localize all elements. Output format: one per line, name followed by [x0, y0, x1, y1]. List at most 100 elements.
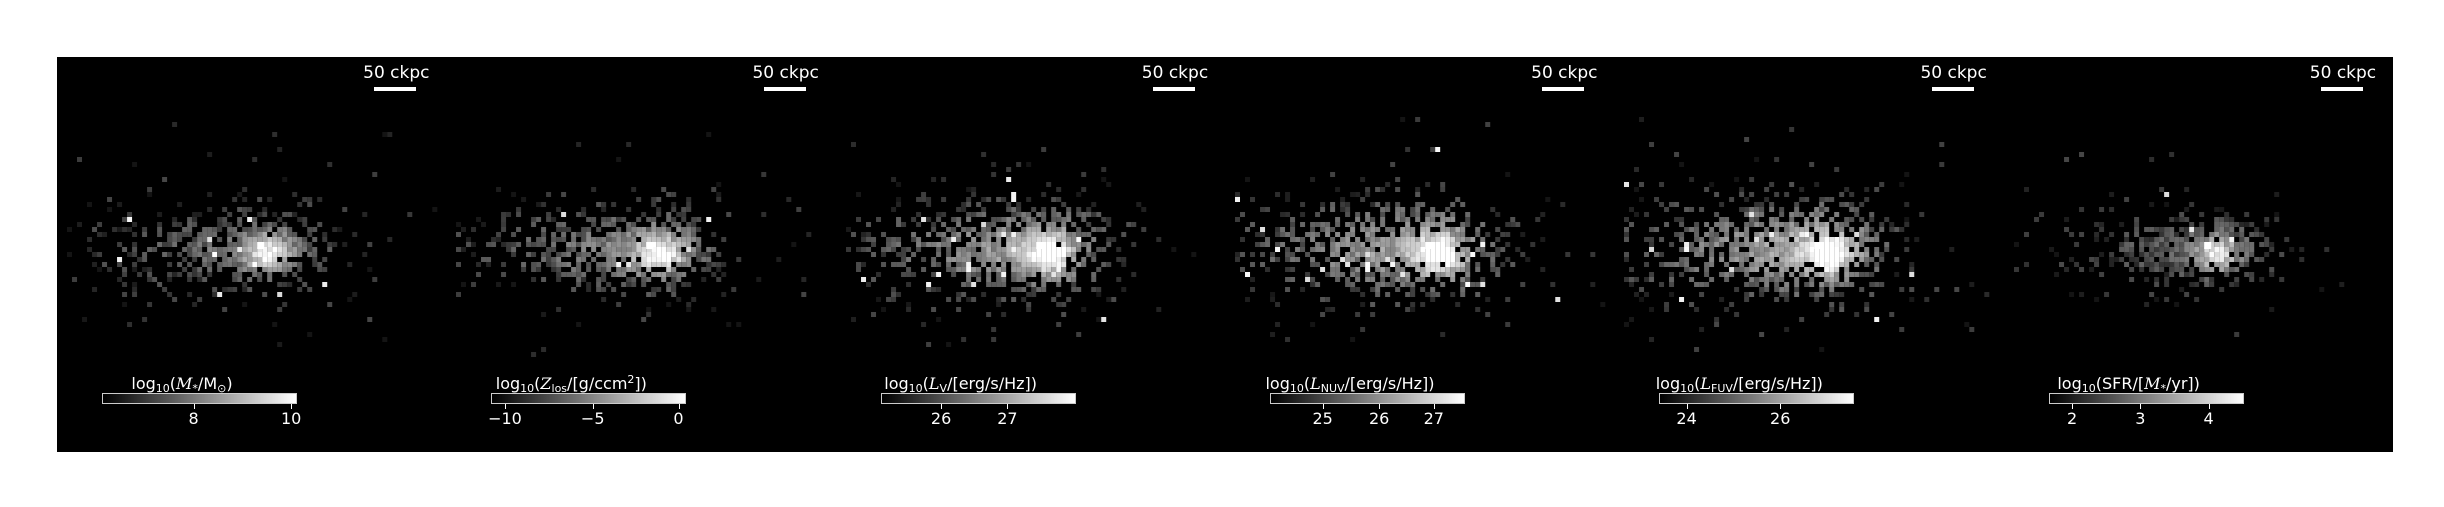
map-pixel	[676, 262, 682, 267]
map-pixel	[192, 242, 198, 247]
map-pixel	[2088, 257, 2094, 262]
map-pixel	[1325, 222, 1331, 227]
map-pixel	[586, 217, 592, 222]
map-pixel	[1834, 282, 1840, 287]
map-pixel	[591, 222, 597, 227]
map-pixel	[1060, 267, 1066, 272]
map-pixel	[1390, 232, 1396, 237]
map-pixel	[1849, 227, 1855, 232]
map-pixel	[2163, 262, 2169, 267]
map-pixel	[696, 237, 702, 242]
map-pixel	[2138, 252, 2144, 257]
map-pixel	[1884, 247, 1890, 252]
map-pixel	[1495, 212, 1501, 217]
map-pixel	[2163, 247, 2169, 252]
map-pixel	[1340, 197, 1346, 202]
map-pixel	[1075, 207, 1081, 212]
map-pixel	[1375, 202, 1381, 207]
map-pixel	[132, 232, 138, 237]
map-pixel	[2158, 187, 2164, 192]
map-pixel	[666, 267, 672, 272]
map-pixel	[1395, 202, 1401, 207]
map-pixel	[1330, 272, 1336, 277]
map-pixel	[1310, 257, 1316, 262]
map-pixel	[1689, 207, 1695, 212]
map-pixel	[1839, 292, 1845, 297]
scalebar-line	[1931, 87, 1974, 91]
map-pixel	[167, 252, 173, 257]
map-pixel	[970, 297, 976, 302]
map-pixel	[1510, 262, 1516, 267]
map-pixel	[1759, 237, 1765, 242]
map-pixel	[187, 292, 193, 297]
map-pixel	[1834, 212, 1840, 217]
map-pixel	[2218, 262, 2224, 267]
map-pixel	[511, 242, 517, 247]
map-pixel	[461, 282, 467, 287]
map-pixel	[1440, 282, 1446, 287]
map-pixel	[1055, 302, 1061, 307]
map-pixel	[1325, 257, 1331, 262]
map-pixel	[1425, 212, 1431, 217]
map-pixel	[2213, 247, 2219, 252]
map-pixel	[651, 197, 657, 202]
map-pixel	[1739, 267, 1745, 272]
map-pixel	[1050, 262, 1056, 267]
map-pixel	[1829, 267, 1835, 272]
map-pixel	[1779, 287, 1785, 292]
map-pixel	[970, 272, 976, 277]
map-pixel	[1764, 187, 1770, 192]
map-pixel	[1844, 247, 1850, 252]
map-pixel	[1480, 277, 1486, 282]
map-pixel	[1375, 282, 1381, 287]
map-pixel	[1749, 192, 1755, 197]
map-pixel	[2108, 262, 2114, 267]
map-pixel	[1270, 252, 1276, 257]
map-pixel	[1859, 272, 1865, 277]
map-pixel	[965, 277, 971, 282]
map-pixel	[1350, 337, 1356, 342]
map-pixel	[1040, 287, 1046, 292]
map-pixel	[237, 232, 243, 237]
map-pixel	[1425, 262, 1431, 267]
map-pixel	[2248, 232, 2254, 237]
map-pixel	[217, 227, 223, 232]
map-pixel	[551, 237, 557, 242]
map-pixel	[681, 252, 687, 257]
map-pixel	[1869, 282, 1875, 287]
map-pixel	[1894, 272, 1900, 277]
map-pixel	[2168, 152, 2174, 157]
map-pixel	[1000, 297, 1006, 302]
map-pixel	[1834, 272, 1840, 277]
map-pixel	[995, 302, 1001, 307]
map-pixel	[1045, 272, 1051, 277]
map-pixel	[1669, 272, 1675, 277]
map-pixel	[641, 272, 647, 277]
map-pixel	[995, 247, 1001, 252]
map-pixel	[1385, 272, 1391, 277]
map-pixel	[965, 227, 971, 232]
map-pixel	[1679, 237, 1685, 242]
map-pixel	[282, 257, 288, 262]
map-pixel	[611, 287, 617, 292]
map-pixel	[187, 242, 193, 247]
map-pixel	[1719, 222, 1725, 227]
map-pixel	[1859, 287, 1865, 292]
map-pixel	[2148, 202, 2154, 207]
map-pixel	[611, 222, 617, 227]
map-pixel	[2223, 257, 2229, 262]
colorbar-label-close: )	[1816, 374, 1823, 393]
map-pixel	[307, 252, 313, 257]
map-pixel	[456, 262, 462, 267]
map-pixel	[541, 347, 547, 352]
map-pixel	[1330, 242, 1336, 247]
colorbar-label: log10(LNUV/[erg/s/Hz])	[1255, 370, 1445, 399]
map-pixel	[1839, 282, 1845, 287]
map-pixel	[222, 252, 228, 257]
map-pixel	[1305, 232, 1311, 237]
map-pixel	[277, 267, 283, 272]
map-pixel	[327, 302, 333, 307]
map-pixel	[1380, 187, 1386, 192]
map-pixel	[870, 237, 876, 242]
map-pixel	[1809, 267, 1815, 272]
